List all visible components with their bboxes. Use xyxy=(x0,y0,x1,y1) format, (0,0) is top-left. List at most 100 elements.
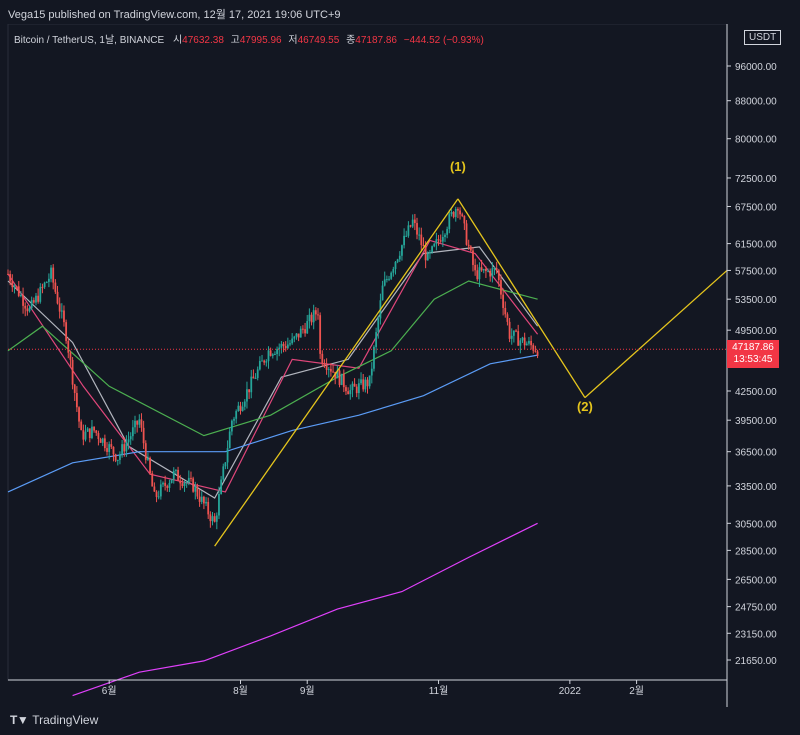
candle-body xyxy=(220,479,223,495)
candle-body xyxy=(166,485,169,488)
candle-body xyxy=(489,270,492,277)
candle-body xyxy=(237,405,240,412)
candle-body xyxy=(207,501,210,515)
candle-body xyxy=(418,234,421,236)
candle-body xyxy=(151,473,154,487)
candle-body xyxy=(99,439,102,443)
last-price-value: 47187.86 xyxy=(732,342,774,354)
candle-body xyxy=(140,419,143,428)
candle-body xyxy=(375,332,378,347)
candle-body xyxy=(45,281,48,283)
close-value: 47187.86 xyxy=(355,35,397,46)
footer xyxy=(0,707,800,735)
candle-body xyxy=(366,379,369,387)
candle-body xyxy=(11,281,14,288)
candle-body xyxy=(332,371,334,373)
time-tick-label: 2022 xyxy=(559,686,582,697)
candle-body xyxy=(224,462,227,467)
price-tick-label: 24750.00 xyxy=(735,603,777,614)
candle-body xyxy=(200,496,203,502)
published-info: Vega15 published on TradingView.com, 12월… xyxy=(8,9,341,21)
candle-body xyxy=(521,337,524,341)
currency-badge[interactable]: USDT xyxy=(744,30,782,45)
candle-body xyxy=(424,246,427,261)
candle-body xyxy=(422,245,425,247)
candle-body xyxy=(239,405,242,411)
candle-body xyxy=(472,250,474,265)
candle-body xyxy=(368,375,371,387)
annotations[interactable]: (1) (2) xyxy=(214,159,728,547)
candle-body xyxy=(248,389,251,393)
candle-body xyxy=(347,391,350,395)
candle-body xyxy=(280,343,283,348)
candle-body xyxy=(71,359,74,385)
candle-body xyxy=(407,225,410,236)
candle-body xyxy=(353,383,356,387)
wave-trend-line xyxy=(214,198,459,547)
candle-body xyxy=(147,457,149,460)
candle-body xyxy=(444,234,446,237)
candle-body xyxy=(536,351,539,356)
candle-body xyxy=(476,270,479,280)
candle-body xyxy=(461,214,464,216)
candle-body xyxy=(101,438,104,443)
candle-body xyxy=(196,486,199,497)
candle-body xyxy=(465,223,468,245)
candle-body xyxy=(243,401,246,407)
moving-average-line xyxy=(7,239,539,493)
candle-body xyxy=(426,253,429,261)
candle-body xyxy=(9,274,12,282)
candle-body xyxy=(515,330,517,332)
open-label: 시 xyxy=(172,35,183,46)
candle-body xyxy=(54,282,57,292)
candle-body xyxy=(155,491,158,497)
candle-body xyxy=(123,444,126,452)
candle-body xyxy=(58,303,61,312)
candle-body xyxy=(228,431,231,449)
candle-body xyxy=(276,349,278,355)
candle-body xyxy=(293,336,296,339)
candle-body xyxy=(312,310,315,323)
time-tick-label: 11월 xyxy=(429,685,449,697)
chart-area[interactable]: (1) (2) 96000.00 88000.00 80000.00 72500.00 6… xyxy=(0,24,800,707)
candle-body xyxy=(373,346,375,369)
candle-body xyxy=(269,350,272,356)
candle-body xyxy=(93,426,96,431)
candle-body xyxy=(271,354,274,356)
symbol-name: Bitcoin / TetherUS, 1날, BINANCE xyxy=(14,35,165,46)
candle-body xyxy=(75,392,78,408)
high-value: 47995.96 xyxy=(239,35,282,46)
time-axis[interactable]: 6월 8월 9월 11월 2022 2월 xyxy=(8,679,727,697)
candle-body xyxy=(362,379,365,390)
candle-body xyxy=(138,419,141,425)
price-tick-label: 67500.00 xyxy=(735,202,777,213)
candle-body xyxy=(218,494,220,516)
candle-body xyxy=(321,353,324,364)
candle-body xyxy=(480,267,483,271)
candle-body xyxy=(435,239,438,244)
tv-logo-icon: T▼ xyxy=(10,713,29,727)
tradingview-logo[interactable]: T▼ TradingView xyxy=(10,713,98,727)
price-tick-label: 53500.00 xyxy=(735,295,777,306)
candle-body xyxy=(261,360,263,362)
candle-body xyxy=(401,245,403,256)
price-tick-label: 80000.00 xyxy=(735,135,777,146)
candle-body xyxy=(416,223,418,235)
moving-average-line xyxy=(7,354,538,493)
wave-label: (1) xyxy=(450,159,466,174)
candle-body xyxy=(263,360,266,363)
time-tick-label: 9월 xyxy=(300,685,315,697)
candle-body xyxy=(388,278,390,280)
candle-body xyxy=(351,383,354,391)
candle-body xyxy=(24,305,27,309)
candle-body xyxy=(157,496,160,498)
candle-body xyxy=(32,300,35,303)
price-tick-label: 33500.00 xyxy=(735,482,777,493)
candle-body xyxy=(355,386,358,394)
price-tick-label: 49500.00 xyxy=(735,326,777,337)
candle-body xyxy=(403,235,405,246)
candles[interactable] xyxy=(7,206,539,530)
price-tick-label: 61500.00 xyxy=(735,240,777,251)
candle-body xyxy=(179,480,182,484)
last-price-tag: 47187.86 13:53:45 xyxy=(727,340,779,369)
